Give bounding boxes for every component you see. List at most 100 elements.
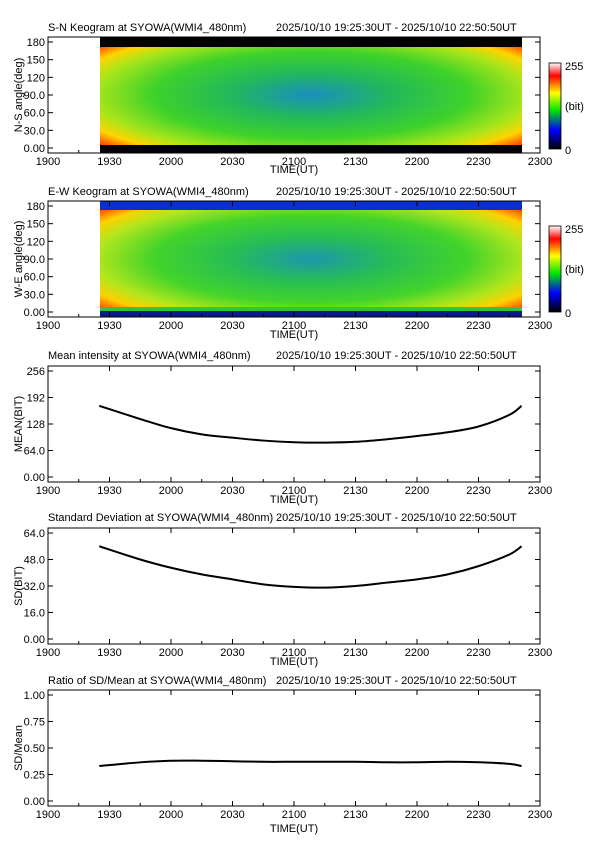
colorbar [548,225,562,313]
x-tick-label: 2100 [282,320,306,332]
x-tick-label: 2130 [343,485,367,497]
x-tick-label: 2230 [466,320,490,332]
y-axis-label: W-E angle(deg) [13,221,25,298]
keogram-top-band [100,37,522,47]
sd-series-line [98,545,523,589]
keogram-image [100,201,522,317]
x-tick-label: 2100 [282,156,306,168]
y-tick-label: 128 [27,419,45,431]
x-tick-label: 2300 [528,485,552,497]
x-tick-label: 2000 [159,156,183,168]
x-axis-label: TIME(UT) [270,656,318,668]
x-tick-label: 2100 [282,809,306,821]
y-tick-label: 256 [27,366,45,378]
x-tick-label: 1900 [36,156,60,168]
x-tick-label: 2100 [282,647,306,659]
axis-ticks: 1900 1930 2000 2030 2100 2130 2200 2230 2300 0.00… [24,201,552,332]
x-tick-label: 1930 [97,320,121,332]
x-tick-label: 2300 [528,156,552,168]
panel-title: S-N Keogram at SYOWA(WMI4_480nm) [48,22,246,34]
panel-time-range: 2025/10/10 19:25:30UT - 2025/10/10 22:50… [276,512,517,524]
axis-ticks: 1900 1930 2000 2030 2100 2130 2200 2230 2300 0.00… [24,37,552,168]
y-tick-label: 64.0 [24,528,45,540]
y-tick-label: 192 [27,393,45,405]
panel-ew-keogram: E-W Keogram at SYOWA(WMI4_480nm) 2025/10… [13,186,584,341]
x-tick-label: 2030 [220,320,244,332]
y-tick-label: 150 [27,55,45,67]
x-tick-label: 2130 [343,320,367,332]
axis-ticks: 1900 1930 2000 2030 2100 2130 2200 2230 2300 0.00… [24,366,552,497]
colorbar-unit-label: (bit) [565,101,584,113]
y-axis-label: SD(BIT) [13,566,25,606]
panel-mean-intensity: Mean intensity at SYOWA(WMI4_480nm) 2025… [13,350,552,506]
x-axis-label: TIME(UT) [270,494,318,506]
colorbar-unit-label: (bit) [565,264,584,276]
y-tick-label: 0.75 [24,717,45,729]
keogram-bottom-band-green [100,307,522,311]
x-tick-label: 1900 [36,647,60,659]
x-tick-label: 2000 [159,809,183,821]
mean-series-line [98,404,523,444]
panel-standard-deviation: Standard Deviation at SYOWA(WMI4_480nm) … [13,512,552,668]
x-tick-label: 2200 [405,809,429,821]
y-tick-label: 32.0 [24,581,45,593]
colorbar-min-label: 0 [565,308,571,320]
colorbar-min-label: 0 [565,145,571,157]
x-tick-label: 2030 [220,809,244,821]
x-axis-label: TIME(UT) [270,329,318,341]
x-tick-label: 2000 [159,647,183,659]
x-tick-label: 2000 [159,320,183,332]
y-tick-label: 0.00 [24,143,45,155]
panel-title: E-W Keogram at SYOWA(WMI4_480nm) [48,186,249,198]
x-tick-label: 2230 [466,156,490,168]
x-tick-label: 2130 [343,647,367,659]
y-tick-label: 60.0 [24,272,45,284]
y-tick-label: 120 [27,236,45,248]
panel-title: Mean intensity at SYOWA(WMI4_480nm) [48,350,251,362]
y-axis-label: MEAN(BIT) [13,396,25,452]
x-tick-label: 1930 [97,156,121,168]
colorbar [548,62,562,150]
panel-title: Standard Deviation at SYOWA(WMI4_480nm) [48,512,273,524]
x-tick-label: 2130 [343,156,367,168]
x-tick-label: 1930 [97,809,121,821]
panel-time-range: 2025/10/10 19:25:30UT - 2025/10/10 22:50… [276,22,517,34]
y-tick-label: 0.00 [24,796,45,808]
colorbar-max-label: 255 [565,224,583,236]
x-tick-label: 2300 [528,647,552,659]
x-tick-label: 2030 [220,485,244,497]
axis-ticks: 1900 1930 2000 2030 2100 2130 2200 2230 2300 0.00… [24,690,552,821]
x-tick-label: 2200 [405,647,429,659]
x-tick-label: 2200 [405,156,429,168]
y-tick-label: 48.0 [24,555,45,567]
y-tick-label: 60.0 [24,108,45,120]
panel-ratio-sd-mean: Ratio of SD/Mean at SYOWA(WMI4_480nm) 20… [13,675,552,835]
y-tick-label: 150 [27,219,45,231]
y-tick-label: 0.00 [24,634,45,646]
y-tick-label: 0.25 [24,770,45,782]
y-axis-label: N-S angle(deg) [13,58,25,133]
x-tick-label: 2000 [159,485,183,497]
y-tick-label: 64.0 [24,446,45,458]
x-tick-label: 1930 [97,485,121,497]
keogram-top-band [100,201,522,210]
y-tick-label: 0.00 [24,307,45,319]
y-tick-label: 90.0 [24,90,45,102]
y-tick-label: 0.50 [24,743,45,755]
x-axis-label: TIME(UT) [270,164,318,176]
x-tick-label: 2230 [466,485,490,497]
ratio-series-line [99,759,522,768]
panel-sn-keogram: S-N Keogram at SYOWA(WMI4_480nm) 2025/10… [13,22,584,176]
x-tick-label: 2300 [528,809,552,821]
keogram-bottom-band [100,311,522,317]
x-tick-label: 2230 [466,647,490,659]
y-tick-label: 30.0 [24,125,45,137]
y-tick-label: 180 [27,37,45,49]
y-tick-label: 16.0 [24,608,45,620]
x-tick-label: 1930 [97,647,121,659]
x-tick-label: 2230 [466,809,490,821]
y-tick-label: 120 [27,72,45,84]
panel-time-range: 2025/10/10 19:25:30UT - 2025/10/10 22:50… [276,350,517,362]
plot-frame [47,365,541,483]
